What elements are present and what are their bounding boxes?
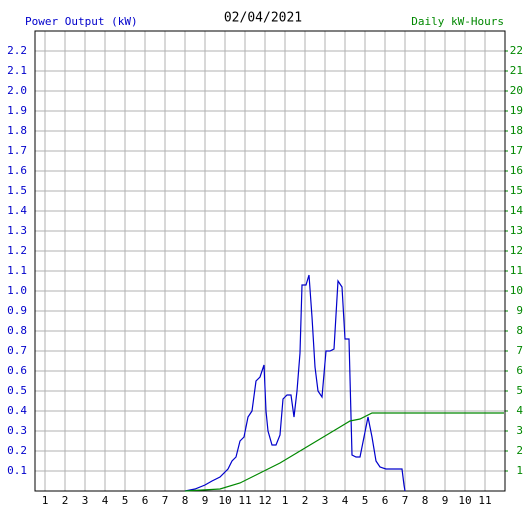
y-tick-label: 1.5: [7, 184, 27, 197]
x-tick-label: 12: [258, 494, 271, 507]
y-tick-label: 2.1: [7, 64, 27, 77]
x-tick-label: 11: [238, 494, 251, 507]
y2-tick-label: 6: [516, 364, 523, 377]
x-tick-label: 9: [202, 494, 209, 507]
y2-tick-label: 2: [516, 444, 523, 457]
x-tick-label: 4: [342, 494, 349, 507]
x-tick-label: 1: [282, 494, 289, 507]
y2-tick-label: 16: [510, 164, 523, 177]
x-tick-label: 7: [162, 494, 169, 507]
y2-tick-label: 10: [510, 284, 523, 297]
y2-tick-label: 21: [510, 64, 523, 77]
y-tick-label: 2.2: [7, 44, 27, 57]
x-tick-label: 5: [362, 494, 369, 507]
y2-tick-label: 1: [516, 464, 523, 477]
x-tick-label: 9: [442, 494, 449, 507]
y-tick-label: 1.3: [7, 224, 27, 237]
x-tick-label: 3: [82, 494, 89, 507]
y2-tick-label: 17: [510, 144, 523, 157]
y-tick-label: 0.8: [7, 324, 27, 337]
y2-tick-label: 20: [510, 84, 523, 97]
x-tick-label: 4: [102, 494, 109, 507]
y-tick-label: 1.8: [7, 124, 27, 137]
series-line: [184, 274, 406, 492]
y2-tick-label: 3: [516, 424, 523, 437]
x-tick-label: 2: [62, 494, 69, 507]
y2-tick-label: 22: [510, 44, 523, 57]
x-tick-label: 2: [302, 494, 309, 507]
x-tick-label: 10: [218, 494, 231, 507]
y2-tick-label: 11: [510, 264, 523, 277]
chart-title: 02/04/2021: [224, 11, 302, 26]
x-tick-label: 6: [142, 494, 149, 507]
x-tick-label: 1: [42, 494, 49, 507]
plot-area: [35, 31, 505, 491]
x-tick-label: 3: [322, 494, 329, 507]
x-tick-label: 8: [182, 494, 189, 507]
y-tick-label: 1.4: [7, 204, 27, 217]
plot-border: [34, 30, 506, 492]
x-tick-label: 10: [458, 494, 471, 507]
x-tick-label: 5: [122, 494, 129, 507]
y-tick-label: 0.3: [7, 424, 27, 437]
y-tick-label: 1.1: [7, 264, 27, 277]
y-tick-label: 1.9: [7, 104, 27, 117]
y2-tick-label: 14: [510, 204, 524, 217]
y-tick-label: 1.0: [7, 284, 27, 297]
y2-tick-label: 7: [516, 344, 523, 357]
y-tick-label: 1.6: [7, 164, 27, 177]
y-tick-label: 1.2: [7, 244, 27, 257]
y-tick-label: 0.4: [7, 404, 27, 417]
y2-tick-label: 5: [516, 384, 523, 397]
y2-tick-label: 19: [510, 104, 523, 117]
series-line: [184, 412, 504, 492]
y-tick-label: 0.1: [7, 464, 27, 477]
y-tick-label: 1.7: [7, 144, 27, 157]
y-tick-label: 0.6: [7, 364, 27, 377]
y-tick-label: 0.5: [7, 384, 27, 397]
y2-tick-label: 18: [510, 124, 523, 137]
y2-tick-label: 15: [510, 184, 523, 197]
x-tick-label: 6: [382, 494, 389, 507]
y2-tick-label: 4: [516, 404, 523, 417]
y2-tick-label: 9: [516, 304, 523, 317]
x-tick-label: 7: [402, 494, 409, 507]
x-tick-label: 8: [422, 494, 429, 507]
y-axis-label: Power Output (kW): [25, 15, 138, 28]
x-tick-label: 11: [478, 494, 491, 507]
y-tick-label: 0.2: [7, 444, 27, 457]
y-tick-label: 0.9: [7, 304, 27, 317]
y2-tick-label: 12: [510, 244, 523, 257]
y-tick-label: 2.0: [7, 84, 27, 97]
y-tick-label: 0.7: [7, 344, 27, 357]
y2-tick-label: 8: [516, 324, 523, 337]
y2-tick-label: 13: [510, 224, 523, 237]
y2-axis-label: Daily kW-Hours: [411, 15, 504, 28]
